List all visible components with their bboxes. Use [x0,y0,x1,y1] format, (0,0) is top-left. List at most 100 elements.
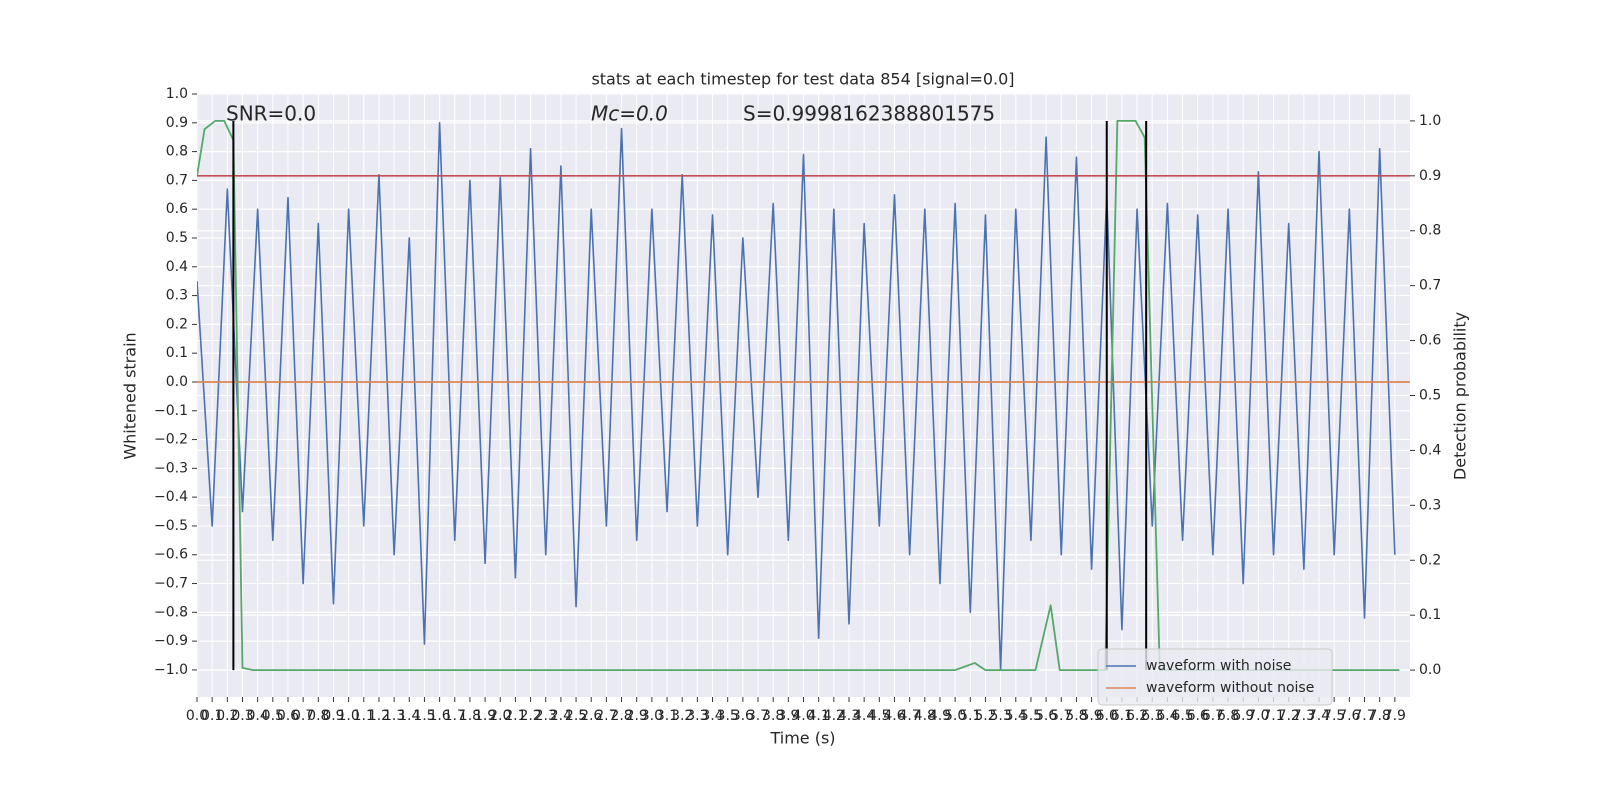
x-tick-label: 0.0 [186,708,208,724]
x-tick-label: 6.2 [1126,708,1148,724]
x-tick-label: 5.9 [1080,708,1102,724]
x-tick-label: 2.4 [550,708,572,724]
y-tick-label: −0.5 [154,518,188,534]
x-tick-label: 7.2 [1278,708,1300,724]
x-tick-label: 4.3 [838,708,860,724]
x-tick-label: 0.2 [216,708,238,724]
x-tick-label: 6.8 [1217,708,1239,724]
x-tick-label: 4.8 [914,708,936,724]
x-tick-label: 5.3 [989,708,1011,724]
x-tick-label: 2.2 [519,708,541,724]
x-axis-label: Time (s) [769,729,835,748]
x-tick-label: 4.9 [929,708,951,724]
x-tick-label: 5.5 [1020,708,1042,724]
x-tick-label: 5.7 [1050,708,1072,724]
x-tick-label: 3.3 [686,708,708,724]
legend: waveform with noise waveform without nois… [1097,648,1333,706]
x-tick-label: 0.9 [322,708,344,724]
y2-tick-label: 0.3 [1419,497,1441,513]
x-tick-label: 4.0 [792,708,814,724]
x-tick-label: 6.9 [1232,708,1254,724]
chart-title: stats at each timestep for test data 854… [591,70,1014,89]
x-tick-label: 7.6 [1338,708,1360,724]
x-tick-label: 7.5 [1323,708,1345,724]
x-tick-label: 1.5 [413,708,435,724]
x-tick-label: 6.3 [1141,708,1163,724]
x-tick-label: 1.9 [474,708,496,724]
y2-tick-label: 0.2 [1419,552,1441,568]
x-tick-label: 2.7 [595,708,617,724]
y-tick-label: 1.0 [166,86,188,102]
y-tick-label: −1.0 [154,662,188,678]
x-tick-label: 5.1 [959,708,981,724]
labels: 0.00.10.20.30.40.50.60.70.80.91.01.11.21… [154,86,1441,724]
x-tick-label: 1.4 [398,708,420,724]
x-tick-label: 5.4 [1005,708,1027,724]
x-tick-label: 7.0 [1247,708,1269,724]
annotation: SNR=0.0 [226,102,316,126]
x-tick-label: 7.4 [1308,708,1330,724]
x-tick-label: 1.1 [353,708,375,724]
x-tick-label: 3.9 [777,708,799,724]
x-tick-label: 4.6 [883,708,905,724]
series-line [197,120,1400,671]
y-tick-label: 0.9 [166,115,188,131]
x-tick-label: 4.2 [823,708,845,724]
legend-label: waveform with noise [1146,658,1291,674]
x-tick-label: 0.6 [277,708,299,724]
y-tick-label: 0.1 [166,345,188,361]
y-tick-label: −0.1 [154,403,188,419]
y-tick-label: −0.8 [154,604,188,620]
y2-tick-label: 1.0 [1419,113,1441,129]
x-tick-label: 5.0 [944,708,966,724]
x-tick-label: 1.6 [428,708,450,724]
annotation: S=0.9998162388801575 [743,102,995,126]
x-tick-label: 2.6 [580,708,602,724]
y-tick-label: −0.2 [154,432,188,448]
y-tick-label: −0.7 [154,576,188,592]
x-tick-label: 4.4 [853,708,875,724]
y-tick-label: 0.3 [166,288,188,304]
x-tick-label: 6.5 [1171,708,1193,724]
x-tick-label: 1.8 [459,708,481,724]
x-tick-label: 5.6 [1035,708,1057,724]
x-tick-label: 5.2 [974,708,996,724]
x-tick-label: 3.7 [747,708,769,724]
y-tick-label: 0.7 [166,172,188,188]
x-tick-label: 0.8 [307,708,329,724]
x-tick-label: 3.6 [732,708,754,724]
y-tick-label: −0.6 [154,547,188,563]
x-tick-label: 6.0 [1096,708,1118,724]
x-tick-label: 2.3 [535,708,557,724]
series-line [197,121,1396,671]
y2-tick-label: 0.8 [1419,223,1441,239]
y2-tick-label: 0.4 [1419,442,1441,458]
x-tick-label: 2.5 [565,708,587,724]
x-tick-label: 2.9 [626,708,648,724]
x-tick-label: 6.1 [1111,708,1133,724]
y2-tick-label: 0.9 [1419,168,1441,184]
y-tick-label: 0.5 [166,230,188,246]
x-tick-label: 1.0 [337,708,359,724]
x-tick-label: 0.7 [292,708,314,724]
y-tick-label: 0.4 [166,259,188,275]
x-tick-label: 7.7 [1353,708,1375,724]
x-tick-label: 0.1 [201,708,223,724]
x-tick-label: 7.1 [1262,708,1284,724]
y-tick-label: −0.3 [154,460,188,476]
y2-tick-label: 0.6 [1419,333,1441,349]
x-tick-label: 3.0 [641,708,663,724]
y-tick-label: 0.8 [166,144,188,160]
x-tick-label: 7.3 [1293,708,1315,724]
x-tick-label: 3.2 [671,708,693,724]
x-tick-label: 2.1 [504,708,526,724]
y2-tick-label: 0.7 [1419,278,1441,294]
y-tick-label: 0.6 [166,201,188,217]
x-tick-label: 4.7 [899,708,921,724]
x-tick-label: 3.8 [762,708,784,724]
x-tick-label: 5.8 [1065,708,1087,724]
x-tick-label: 6.4 [1156,708,1178,724]
y-tick-label: 0.0 [166,374,188,390]
x-tick-label: 3.1 [656,708,678,724]
